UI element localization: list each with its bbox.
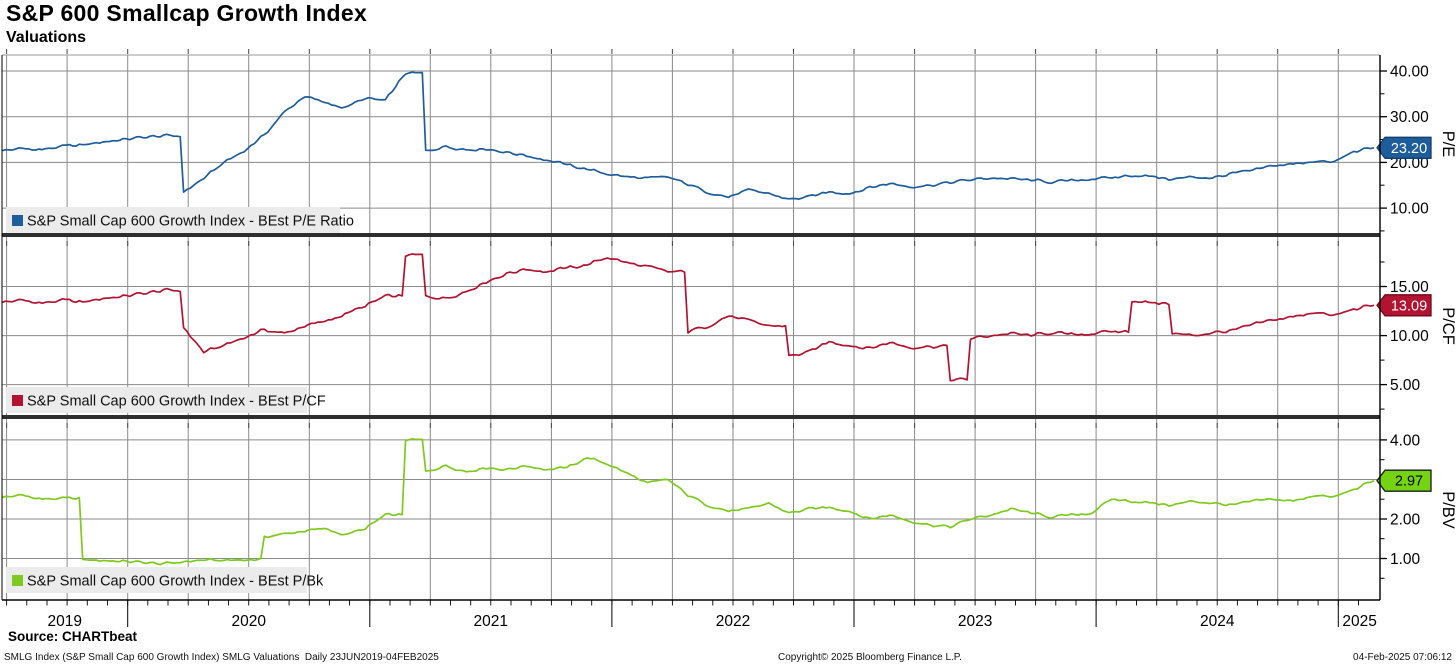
- pe-series-line: [2, 71, 1375, 200]
- pcf-axis-title: P/CF: [1439, 307, 1456, 345]
- pcf-legend: S&P Small Cap 600 Growth Index - BEst P/…: [6, 387, 326, 413]
- pe-tick-label: 30.00: [1390, 109, 1429, 126]
- svg-text:13.09: 13.09: [1391, 298, 1427, 314]
- footer-timestamp: 04-Feb-2025 07:06:12: [1353, 652, 1452, 663]
- year-label: 2022: [716, 613, 750, 630]
- footer-security-info: SMLG Index (S&P Small Cap 600 Growth Ind…: [4, 652, 439, 663]
- pe-legend-swatch: [12, 215, 23, 226]
- pbv-value-badge: 2.97: [1376, 469, 1432, 492]
- pcf-value-badge: 13.09: [1376, 294, 1432, 317]
- pe-axis-title: P/E: [1439, 131, 1456, 158]
- pbv-legend-label: S&P Small Cap 600 Growth Index - BEst P/…: [27, 574, 324, 590]
- pe-tick-label: 40.00: [1390, 64, 1429, 81]
- pcf-panel: 5.00 10.00 15.00 P/CF S&P Small Cap 600 Grow…: [2, 237, 1456, 415]
- pbv-tick-label: 4.00: [1390, 432, 1421, 449]
- pbv-tick-label: 1.00: [1390, 551, 1421, 568]
- pcf-tick-label: 10.00: [1390, 328, 1429, 345]
- pcf-legend-swatch: [12, 395, 23, 406]
- pe-legend: S&P Small Cap 600 Growth Index - BEst P/…: [6, 207, 354, 233]
- page-title: S&P 600 Smallcap Growth Index: [6, 0, 368, 26]
- page-subtitle: Valuations: [6, 29, 87, 46]
- pcf-series-line: [2, 253, 1375, 382]
- year-label: 2025: [1342, 613, 1376, 630]
- footer-copyright: Copyright© 2025 Bloomberg Finance L.P.: [778, 652, 962, 663]
- x-axis: 2019 2020 2021 2022 2023 2024 2025: [6, 600, 1377, 630]
- pe-panel: 10.00 20.00 30.00 40.00 P/E S&P Small Cap 600…: [2, 49, 1456, 233]
- svg-text:2.97: 2.97: [1395, 474, 1423, 490]
- pe-tick-label: 20.00: [1390, 155, 1429, 172]
- year-label: 2020: [231, 613, 266, 630]
- pbv-tick-label: 2.00: [1390, 512, 1421, 529]
- pcf-tick-label: 5.00: [1390, 377, 1421, 394]
- year-label: 2019: [48, 613, 82, 630]
- pe-legend-label: S&P Small Cap 600 Growth Index - BEst P/…: [27, 214, 354, 230]
- source-line: Source: CHARTbeat: [8, 629, 138, 644]
- pbv-series-line: [2, 438, 1375, 566]
- year-label: 2021: [474, 613, 508, 630]
- valuations-chart: 10.00 20.00 30.00 40.00 P/E S&P Small Cap 600…: [1, 49, 1456, 630]
- pcf-tick-label: 15.00: [1390, 279, 1429, 296]
- pbv-legend: S&P Small Cap 600 Growth Index - BEst P/…: [6, 567, 324, 593]
- pe-tick-label: 10.00: [1390, 201, 1429, 218]
- year-label: 2024: [1200, 613, 1235, 630]
- svg-text:23.20: 23.20: [1391, 141, 1427, 157]
- pbv-axis-title: P/BV: [1439, 491, 1456, 529]
- pbv-panel: 1.002.003.004.00P/BVS&P Small Cap 600 Gr…: [2, 419, 1456, 600]
- pcf-legend-label: S&P Small Cap 600 Growth Index - BEst P/…: [27, 394, 326, 410]
- pe-value-badge: 23.20: [1376, 136, 1432, 159]
- pbv-legend-swatch: [12, 575, 23, 586]
- year-label: 2023: [958, 613, 992, 630]
